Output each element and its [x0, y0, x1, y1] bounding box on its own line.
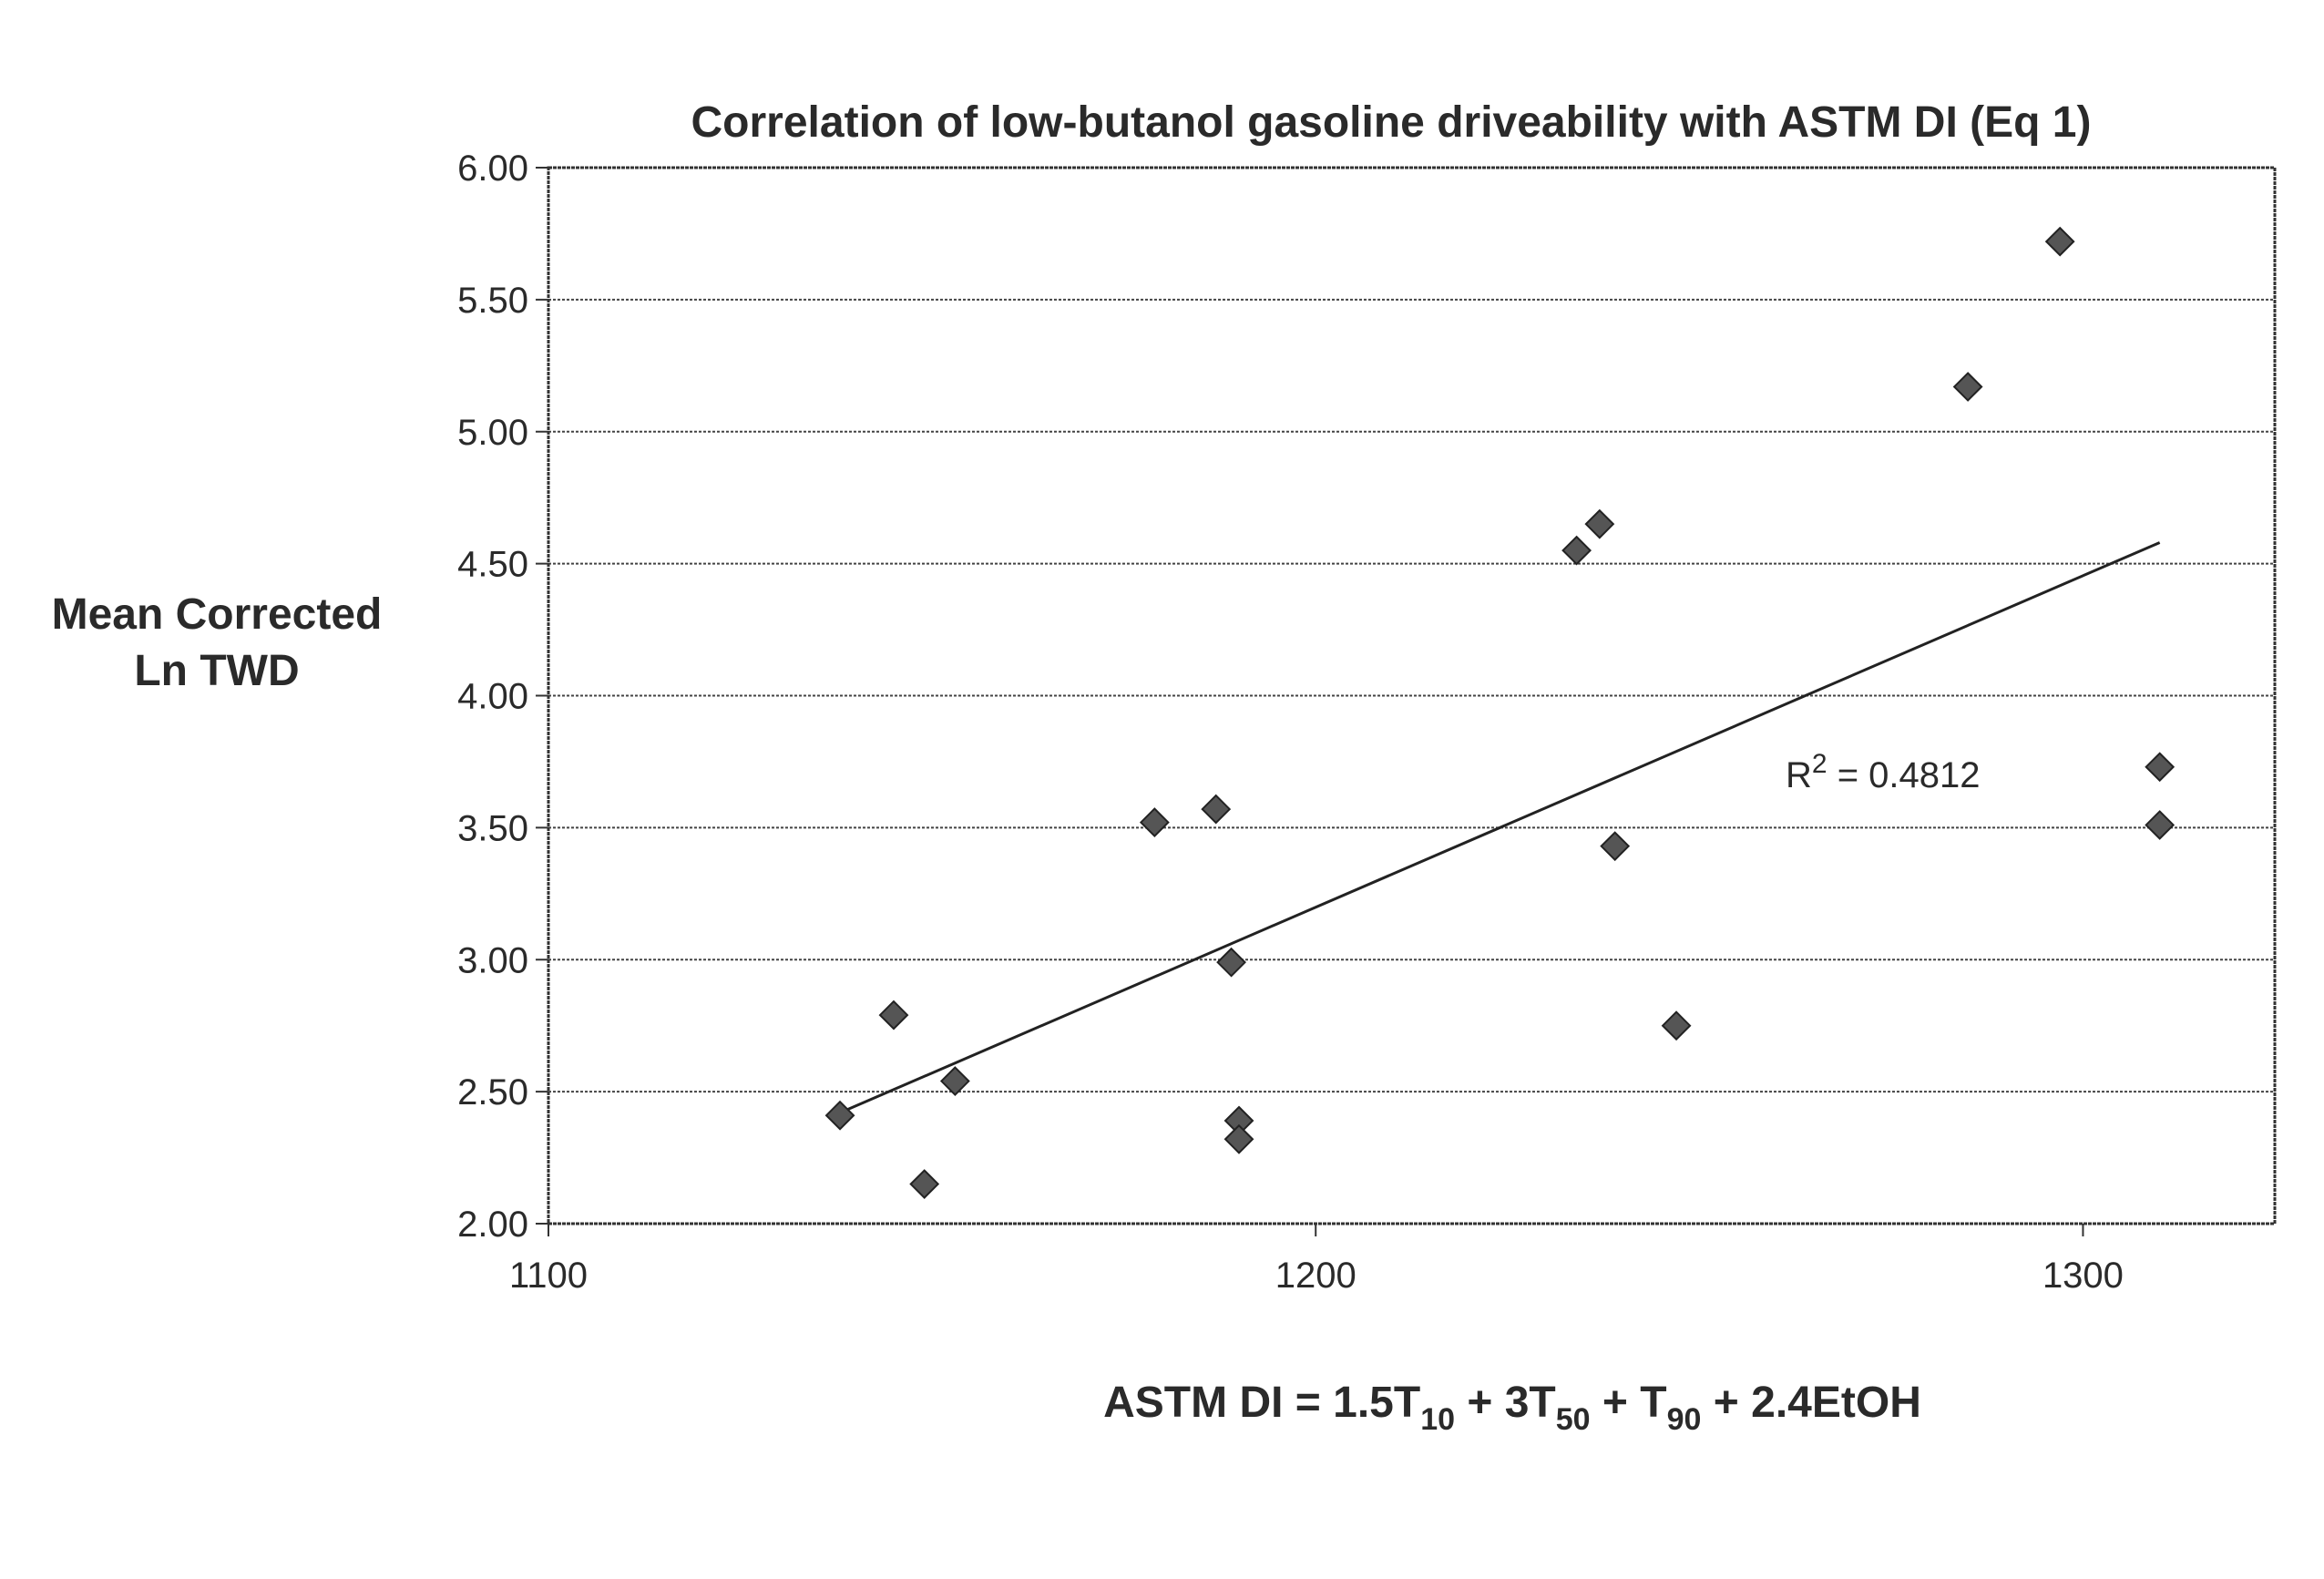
axis-ticks: 2.00 2.50 3.00 3.50 4.00 4.50 5.00 5.50 6.00 1100… — [457, 149, 2124, 1296]
y-tick-label: 3.00 — [457, 940, 528, 980]
data-points — [826, 228, 2174, 1197]
y-tick-label: 2.50 — [457, 1072, 528, 1112]
gridlines — [548, 300, 2275, 1092]
data-point — [1563, 537, 1591, 564]
chart-title: Correlation of low-butanol gasoline driv… — [691, 98, 2092, 147]
y-tick-label: 2.00 — [457, 1205, 528, 1245]
data-point — [826, 1102, 854, 1129]
x-tick-label: 1200 — [1275, 1256, 1357, 1296]
y-axis-label-line-2: Ln TWD — [134, 647, 299, 695]
x-tick-label: 1300 — [2042, 1256, 2124, 1296]
y-tick-label: 5.00 — [457, 413, 528, 453]
x-tick-label: 1100 — [509, 1256, 588, 1296]
data-point — [2146, 754, 2174, 781]
data-point — [1586, 510, 1613, 538]
y-axis-label-line-1: Mean Corrected — [52, 590, 383, 639]
y-tick-label: 6.00 — [457, 149, 528, 189]
y-tick-label: 5.50 — [457, 281, 528, 321]
data-point — [1663, 1012, 1690, 1040]
data-point — [2146, 811, 2174, 838]
r-squared-label: R2 = 0.4812 — [1786, 749, 1981, 795]
data-point — [1218, 948, 1245, 976]
y-tick-label: 4.00 — [457, 677, 528, 717]
y-tick-label: 4.50 — [457, 545, 528, 585]
data-point — [880, 1001, 907, 1029]
data-point — [1225, 1125, 1253, 1153]
data-point — [2046, 228, 2073, 255]
data-point — [1203, 795, 1230, 823]
data-point — [1954, 373, 1981, 400]
data-point — [941, 1068, 968, 1095]
data-point — [1602, 833, 1629, 860]
x-axis-label: ASTM DI = 1.5T10 + 3T50 + T90 + 2.4EtOH — [1103, 1379, 1921, 1437]
y-tick-label: 3.50 — [457, 808, 528, 848]
data-point — [1141, 809, 1168, 836]
data-point — [911, 1171, 938, 1198]
